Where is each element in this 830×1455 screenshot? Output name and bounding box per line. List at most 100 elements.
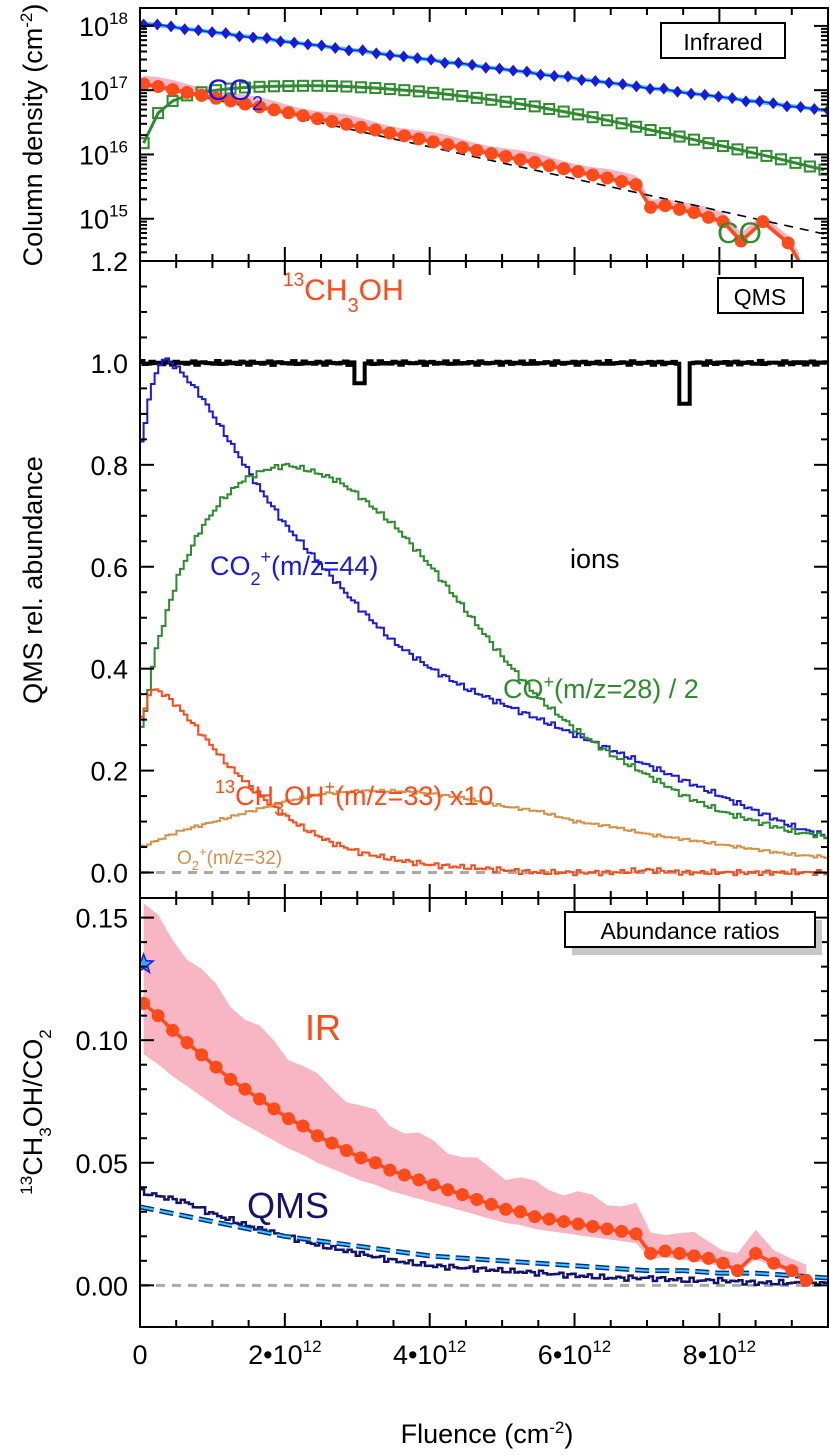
- co2-diamond-marker: [686, 87, 697, 100]
- co-square-marker: [615, 117, 628, 130]
- co-square-marker: [745, 146, 758, 159]
- y-tick-label: 0.00: [75, 1271, 128, 1301]
- ch3oh-circle-marker: [658, 199, 672, 213]
- ir-circle-marker: [166, 1023, 180, 1037]
- co2-diamond-marker: [549, 69, 560, 82]
- y-tick-label-exp: 15: [109, 202, 128, 221]
- co2-diamond-marker: [467, 58, 478, 71]
- ir-circle-marker: [383, 1163, 397, 1177]
- co-square-marker: [499, 95, 512, 108]
- x-tick-label: 8•1012: [683, 1337, 756, 1370]
- ch3oh-circle-marker: [252, 100, 266, 114]
- ch3oh-circle-marker: [644, 200, 658, 214]
- legend-box: Infrared: [660, 22, 786, 59]
- co2-diamond-marker: [494, 62, 505, 75]
- ir-circle-marker: [238, 1082, 252, 1096]
- y-tick-label: 1016: [79, 137, 128, 170]
- co2-diamond-marker: [658, 82, 669, 95]
- y-tick-label-base: 10: [79, 12, 109, 42]
- co-square-marker: [253, 80, 266, 93]
- x-tick-label-exp: 12: [592, 1337, 611, 1356]
- co-square-marker: [543, 102, 556, 115]
- ch3oh-circle-marker: [238, 97, 252, 111]
- ir-circle-marker: [140, 996, 151, 1010]
- ch3oh-circle-marker: [586, 168, 600, 182]
- ir-circle-marker: [195, 1048, 209, 1062]
- co2-diamond-marker: [330, 41, 341, 54]
- co2-diamond-marker: [617, 78, 628, 91]
- label-qms: QMS: [247, 1185, 329, 1226]
- ch3oh-circle-marker: [224, 94, 238, 108]
- ch3oh-circle-marker: [629, 178, 643, 192]
- y-tick-label: 0.05: [75, 1149, 128, 1179]
- ch3oh-circle-marker: [140, 77, 151, 91]
- ir-circle-marker: [455, 1188, 469, 1202]
- ir-circle-marker: [586, 1219, 600, 1233]
- co2-diamond-marker: [140, 18, 149, 31]
- ir-circle-marker: [702, 1251, 716, 1265]
- co-square-marker: [427, 86, 440, 99]
- y-tick-label: 1017: [79, 73, 128, 106]
- ir-circle-marker: [354, 1151, 368, 1165]
- ch3oh-circle-marker: [151, 80, 165, 94]
- co2-diamond-marker: [289, 36, 300, 49]
- ch3oh-circle-marker: [615, 174, 629, 188]
- ir-circle-marker: [600, 1222, 614, 1236]
- x-tick-label: 4•1012: [393, 1337, 466, 1370]
- x-tick-label: 2•1012: [248, 1337, 321, 1370]
- ch3oh-ion-line: [140, 688, 828, 877]
- co2-diamond-marker: [576, 74, 587, 87]
- ir-circle-marker: [151, 1009, 165, 1023]
- co-square-marker: [412, 85, 425, 98]
- svg-text:Infrared: Infrared: [683, 29, 762, 55]
- x-tick-label-base: 4•10: [393, 1340, 448, 1370]
- ch3oh-circle-marker: [383, 126, 397, 140]
- y-tick-label: 1018: [79, 9, 128, 42]
- y-tick-label-exp: 18: [109, 9, 128, 28]
- co-square-marker: [601, 114, 614, 127]
- co2-diamond-marker: [521, 65, 532, 78]
- ir-circle-marker: [785, 1264, 799, 1278]
- ir-circle-marker: [412, 1173, 426, 1187]
- co2-diamond-marker: [248, 31, 259, 44]
- co2-diamond-marker: [398, 50, 409, 63]
- co-square-marker: [140, 137, 150, 150]
- y-tick-label: 1.0: [90, 349, 128, 379]
- ch3oh-circle-marker: [368, 123, 382, 137]
- co-square-marker: [224, 82, 237, 95]
- y-tick-label-base: 10: [79, 205, 109, 235]
- ir-circle-marker: [441, 1183, 455, 1197]
- ir-circle-marker: [658, 1244, 672, 1258]
- x-tick-label-exp: 12: [447, 1337, 466, 1356]
- ir-circle-marker: [180, 1036, 194, 1050]
- co-square-marker: [528, 100, 541, 113]
- ir-circle-marker: [687, 1249, 701, 1263]
- y-tick-label-base: 10: [79, 76, 109, 106]
- co2-diamond-marker: [645, 82, 656, 95]
- y-tick-label: 0.10: [75, 1026, 128, 1056]
- co2-diamond-marker: [562, 70, 573, 83]
- ch3oh-circle-marker: [781, 236, 795, 250]
- co2-diamond-marker: [439, 56, 450, 69]
- ions-line: [140, 358, 828, 406]
- co-ion-line: [140, 462, 828, 840]
- co-square-marker: [239, 81, 252, 94]
- co2-diamond-marker: [261, 32, 272, 45]
- x-tick-label-base: 8•10: [683, 1340, 738, 1370]
- ch3oh-circle-marker: [166, 83, 180, 97]
- co-square-marker: [673, 130, 686, 143]
- ir-circle-marker: [470, 1193, 484, 1207]
- ir-circle-marker: [499, 1202, 513, 1216]
- label-co2-ion: CO2+(m/z=44): [210, 547, 378, 589]
- ch3oh-circle-marker: [267, 103, 281, 117]
- co2-diamond-marker: [603, 76, 614, 89]
- qms-fit-inner: [140, 1205, 828, 1279]
- co2-diamond-marker: [165, 20, 176, 33]
- ir-circle-marker: [325, 1136, 339, 1150]
- y-tick-label: 1015: [79, 202, 128, 235]
- co-square-marker: [282, 80, 295, 93]
- co2-diamond-marker: [179, 23, 190, 36]
- ir-circle-marker: [296, 1119, 310, 1133]
